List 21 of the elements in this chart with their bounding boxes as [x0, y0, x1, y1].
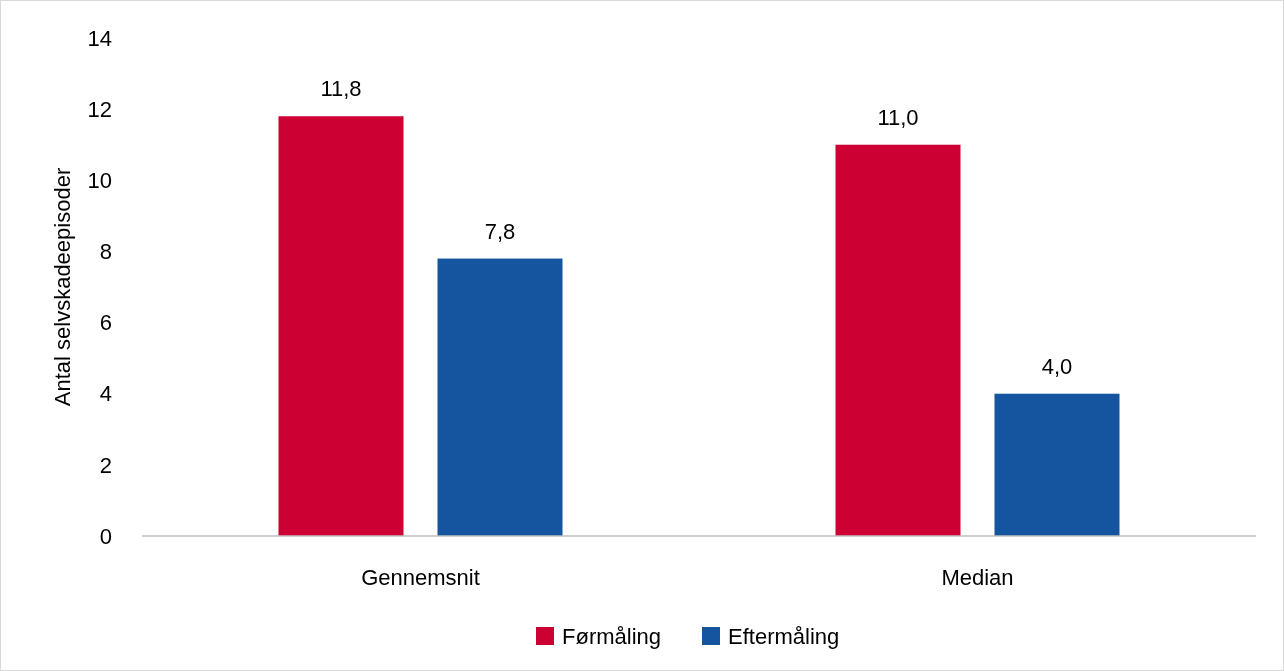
y-tick-label: 4 [99, 381, 112, 407]
bar [994, 393, 1120, 536]
x-tick-label: Gennemsnit [361, 565, 480, 590]
data-label: 4,0 [1041, 353, 1073, 379]
data-label: 11,0 [877, 104, 919, 130]
y-tick-label: 12 [87, 96, 112, 122]
bar [437, 258, 563, 536]
bar [835, 144, 961, 536]
y-tick-label: 2 [99, 452, 112, 478]
y-tick-label: 8 [99, 239, 112, 265]
x-tick-label: Median [941, 565, 1014, 590]
y-tick-label: 14 [87, 25, 112, 51]
y-axis-title: Antal selvskadeepisoder [50, 167, 75, 407]
legend-label: Førmåling [562, 623, 662, 649]
y-tick-label: 0 [99, 523, 112, 549]
legend-label: Eftermåling [728, 623, 840, 649]
y-tick-label: 10 [87, 167, 112, 193]
bar [278, 116, 404, 536]
data-label: 7,8 [484, 218, 516, 244]
y-tick-label: 6 [99, 310, 112, 336]
data-label: 11,8 [320, 76, 362, 102]
